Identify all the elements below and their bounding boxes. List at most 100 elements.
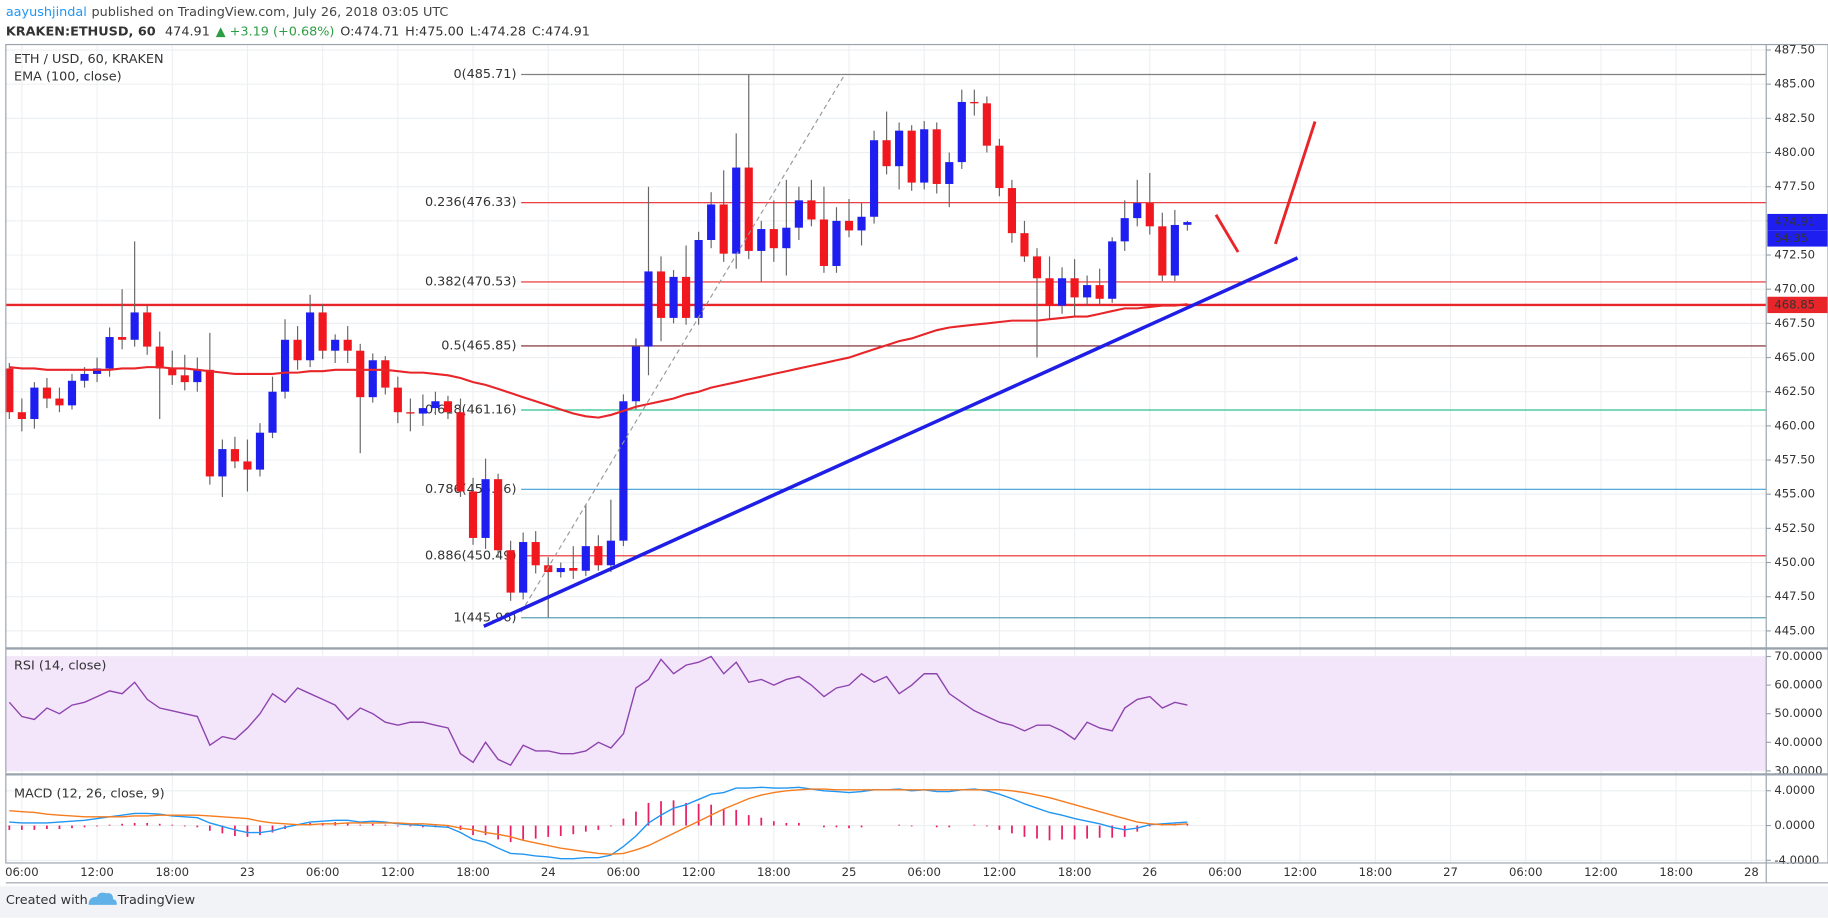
countdown-box — [1767, 230, 1828, 247]
candle-body — [280, 339, 290, 392]
candle-body — [882, 140, 891, 167]
close: C:474.91 — [532, 24, 590, 39]
y-tick-label: 445.00 — [1774, 623, 1815, 637]
candle-body — [1095, 285, 1104, 299]
y-tick-label: 470.00 — [1774, 282, 1815, 296]
candle-body — [218, 449, 227, 477]
support-price-box — [1767, 296, 1828, 314]
candle-body — [694, 239, 703, 318]
axes: 06:00 12:00 18:00 23 06:00 12:00 18:00 24 06:00 1… — [5, 43, 1828, 879]
candle-body — [155, 346, 164, 369]
candle-body — [456, 412, 465, 492]
x-tick-label: 06:00 — [1208, 865, 1242, 879]
candle-body — [393, 387, 402, 413]
candle-body — [230, 449, 239, 462]
candle-body — [1020, 233, 1029, 257]
candle-body — [80, 373, 89, 381]
quote-line: KRAKEN:ETHUSD, 60 474.91 ▲ +3.19 (+0.68%) O… — [6, 24, 590, 39]
countdown: 54:35 — [1774, 231, 1808, 245]
x-tick-label: 26 — [1142, 865, 1157, 879]
tradingview-logo[interactable] — [88, 892, 117, 905]
candle-body — [67, 380, 77, 406]
candle-body — [118, 337, 127, 340]
grid — [5, 44, 1767, 863]
candle-body — [481, 479, 490, 538]
last-price: 474.91 — [1774, 215, 1815, 229]
x-tick-label: 23 — [240, 865, 255, 879]
y-tick-label: 472.50 — [1774, 248, 1815, 262]
x-tick-label: 18:00 — [1058, 865, 1092, 879]
candle-body — [17, 412, 26, 420]
author-link[interactable]: aayushjindal — [6, 4, 87, 19]
fib-label: 0.236(476.33) — [425, 195, 517, 210]
candle-body — [1045, 278, 1054, 306]
x-tick-label: 18:00 — [1659, 865, 1693, 879]
candle-body — [205, 369, 214, 477]
legend-rsi: RSI (14, close) — [14, 658, 106, 673]
y-tick-label: 60.0000 — [1774, 678, 1822, 692]
y-tick-label: 70.0000 — [1774, 649, 1822, 663]
candle-body — [982, 103, 991, 146]
candle-body — [744, 167, 753, 251]
fib-label: 1(445.96) — [453, 610, 516, 625]
candle-body — [105, 337, 114, 369]
x-tick-label: 06:00 — [306, 865, 340, 879]
candle-body — [656, 271, 666, 318]
x-tick-label: 18:00 — [757, 865, 791, 879]
candle-body — [606, 540, 615, 566]
candle-body — [318, 312, 327, 351]
candle-body — [556, 568, 565, 573]
fib-trend-line — [520, 73, 846, 613]
candle-body — [368, 360, 377, 398]
x-tick-label: 18:00 — [456, 865, 490, 879]
candle-body — [180, 375, 189, 383]
candle-body — [143, 312, 152, 347]
y-tick-label: 455.00 — [1774, 487, 1815, 501]
candle-body — [644, 271, 653, 347]
candle-body — [569, 568, 578, 571]
footer-brand[interactable]: TradingView — [117, 893, 195, 908]
candle-body — [732, 167, 741, 254]
change: ▲ +3.19 (+0.68%) — [216, 24, 335, 39]
footer-created: Created with — [6, 893, 88, 908]
y-tick-label: 487.50 — [1774, 43, 1815, 57]
candle-body — [531, 542, 540, 566]
x-tick-label: 06:00 — [5, 865, 39, 879]
candle-body — [381, 360, 390, 388]
publish-info: published on TradingView.com, July 26, 2… — [91, 4, 448, 19]
x-tick-label: 18:00 — [1359, 865, 1393, 879]
x-tick-label: 12:00 — [682, 865, 716, 879]
candle-body — [631, 346, 641, 402]
candle-body — [869, 140, 879, 217]
candle-body — [1133, 203, 1142, 219]
candle-body — [719, 204, 728, 254]
x-tick-label: 12:00 — [381, 865, 415, 879]
y-tick-label: -4.0000 — [1774, 853, 1819, 867]
plots: 0(485.71) 0.236(476.33) 0.382(470.53) 0.5(4… — [5, 67, 1767, 860]
candle-body — [844, 220, 854, 231]
trend-line — [483, 256, 1299, 628]
x-tick-label: 12:00 — [80, 865, 114, 879]
candle-body — [995, 145, 1004, 189]
candle-body — [1057, 278, 1067, 306]
candle-body — [895, 130, 904, 167]
candle-body — [168, 368, 177, 376]
candle-body — [92, 368, 102, 374]
candle-body — [243, 461, 252, 470]
candle-body — [970, 101, 979, 104]
candle-body — [331, 339, 340, 351]
candle-body — [519, 542, 528, 593]
y-tick-label: 450.00 — [1774, 555, 1815, 569]
legend-title: ETH / USD, 60, KRAKEN — [14, 52, 164, 67]
arrow-stroke — [1274, 121, 1317, 245]
legend-macd: MACD (12, 26, close, 9) — [14, 787, 165, 802]
x-tick-label: 25 — [842, 865, 857, 879]
open: O:474.71 — [340, 24, 399, 39]
macd-line — [9, 788, 1188, 855]
candle-body — [1108, 241, 1117, 299]
support-price: 468.85 — [1774, 297, 1815, 311]
x-tick-label: 06:00 — [607, 865, 641, 879]
candle-body — [945, 162, 954, 184]
x-tick-label: 12:00 — [983, 865, 1017, 879]
arrow-stroke — [1214, 214, 1240, 253]
